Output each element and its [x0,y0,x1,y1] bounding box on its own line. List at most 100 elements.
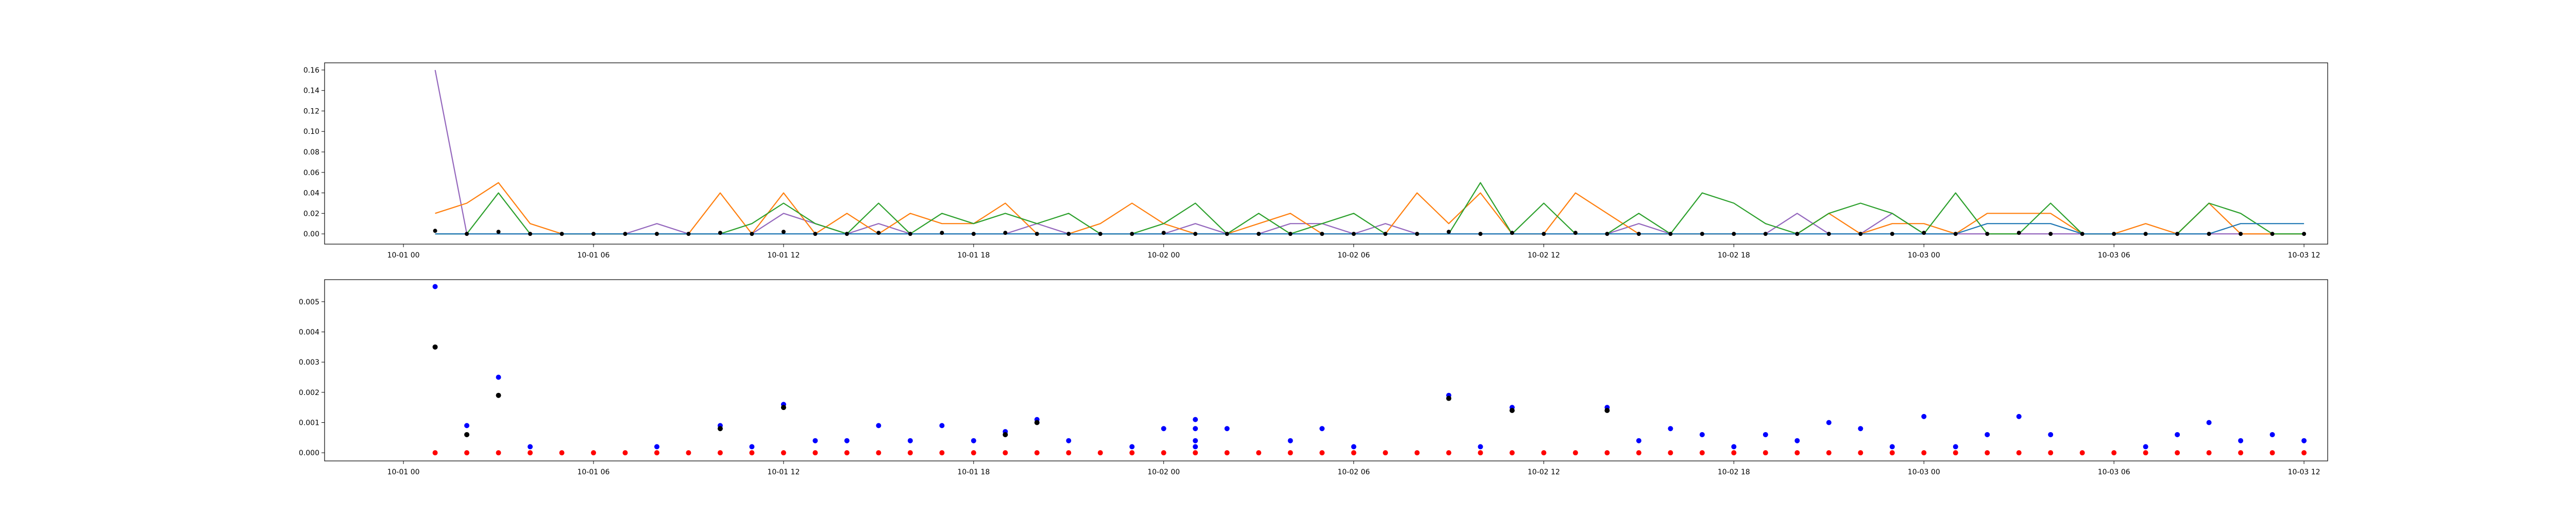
scatter-point-1 [1509,408,1515,414]
scatter-point-0 [1953,444,1958,450]
scatter-point-0 [2175,432,2180,437]
series-dot-4 [2239,232,2243,236]
y-tick-label: 0.005 [299,298,319,306]
series-dot-4 [940,231,944,235]
scatter-point-2 [749,450,755,456]
scatter-point-2 [1066,450,1072,456]
scatter-point-2 [1383,450,1388,456]
y-tick-label: 0.001 [299,419,319,427]
scatter-point-0 [2143,444,2148,450]
series-dot-4 [1922,231,1926,235]
scatter-point-2 [622,450,628,456]
series-line-2 [435,182,2304,235]
series-dot-4 [623,232,628,236]
x-tick-label: 10-01 12 [767,468,800,476]
scatter-point-1 [432,344,438,350]
series-dot-4 [2175,232,2180,236]
scatter-point-2 [1668,450,1673,456]
scatter-point-2 [1636,450,1641,456]
scatter-point-1 [781,405,786,410]
y-tick-label: 0.000 [299,449,319,457]
scatter-point-2 [1826,450,1832,456]
series-dot-4 [781,230,786,234]
top-chart-frame [324,62,2328,245]
scatter-point-2 [1478,450,1483,456]
series-dot-4 [433,229,437,233]
bottom-chart-y-axis: 0.000 0.001 0.002 0.003 0.004 0.005 [299,298,325,457]
x-tick-label: 10-02 18 [1718,251,1750,260]
scatter-point-0 [939,423,945,428]
y-tick-label: 0.06 [303,169,319,177]
scatter-point-2 [2301,450,2307,456]
scatter-point-0 [1889,444,1895,450]
x-tick-label: 10-02 00 [1147,251,1180,260]
x-tick-label: 10-03 12 [2288,251,2320,260]
series-dot-4 [2143,232,2148,236]
scatter-point-2 [2269,450,2275,456]
series-dot-4 [813,232,818,236]
scatter-point-2 [1224,450,1230,456]
series-dot-4 [1700,232,1704,236]
scatter-point-0 [1193,438,1198,443]
series-dot-4 [1858,232,1863,236]
scatter-point-0 [654,444,659,450]
scatter-point-0 [1287,438,1293,443]
series-dot-4 [465,232,469,236]
series-dot-4 [2270,232,2275,236]
series-dot-4 [1035,232,1039,236]
scatter-point-2 [1794,450,1800,456]
series-dot-4 [591,232,596,236]
x-tick-label: 10-02 12 [1528,468,1560,476]
y-tick-label: 0.002 [299,389,319,397]
scatter-point-0 [812,438,818,443]
scatter-point-2 [2175,450,2180,456]
series-dot-4 [908,232,912,236]
scatter-point-1 [1003,432,1008,437]
x-tick-label: 10-01 18 [957,251,990,260]
scatter-point-2 [1034,450,1040,456]
series-dot-4 [876,231,881,235]
scatter-point-0 [1129,444,1135,450]
scatter-point-2 [907,450,913,456]
series-dot-4 [1225,232,1229,236]
scatter-point-0 [1066,438,1072,443]
scatter-point-0 [1478,444,1483,450]
scatter-point-2 [1097,450,1103,456]
series-dot-4 [2048,232,2053,236]
scatter-point-0 [1351,444,1357,450]
series-dot-4 [560,232,564,236]
x-tick-label: 10-02 06 [1337,251,1370,260]
scatter-point-0 [1985,432,1990,437]
scatter-point-0 [1731,444,1737,450]
x-tick-label: 10-01 06 [578,251,610,260]
y-tick-label: 0.00 [303,230,319,238]
x-tick-label: 10-02 18 [1718,468,1750,476]
y-tick-label: 0.10 [303,128,319,136]
scatter-point-2 [971,450,976,456]
series-dot-4 [1415,232,1419,236]
series-dot-4 [1257,232,1261,236]
top-chart-y-axis: 0.00 0.02 0.04 0.06 0.08 0.10 0.12 0.14 0.16 [303,66,325,238]
scatter-point-0 [1319,426,1325,432]
scatter-point-2 [1699,450,1705,456]
series-dot-4 [1826,232,1831,236]
scatter-point-2 [1287,450,1293,456]
series-dot-4 [654,232,659,236]
scatter-point-2 [464,450,470,456]
scatter-point-2 [1161,450,1166,456]
scatter-point-0 [1193,444,1198,450]
series-dot-4 [1003,231,1008,235]
scatter-point-0 [1224,426,1230,432]
scatter-point-2 [1858,450,1863,456]
top-chart-series [433,70,2307,236]
series-dot-4 [1130,232,1134,236]
series-dot-4 [1953,232,1958,236]
scatter-point-0 [1858,426,1863,432]
series-dot-4 [1541,232,1546,236]
scatter-point-2 [876,450,882,456]
scatter-point-1 [1446,396,1452,401]
scatter-point-0 [876,423,882,428]
scatter-point-0 [1193,426,1198,432]
